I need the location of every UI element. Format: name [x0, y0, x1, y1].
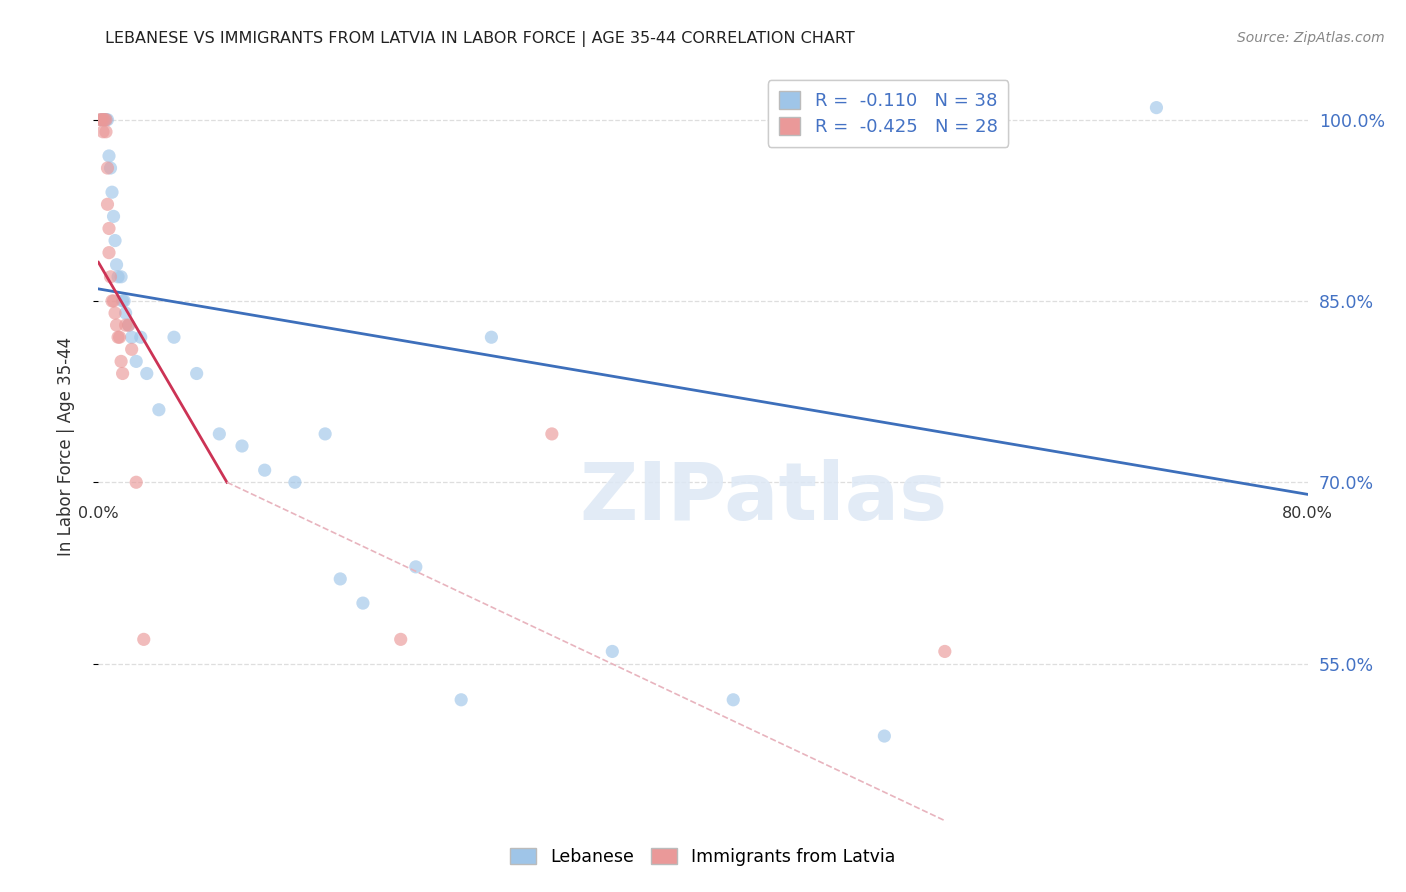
- Point: [112, 293, 135, 308]
- Point: [105, 318, 128, 333]
- Point: [125, 475, 148, 490]
- Point: [101, 293, 124, 308]
- Point: [135, 367, 157, 381]
- Text: ZIPatlas: ZIPatlas: [579, 459, 948, 538]
- Point: [148, 402, 170, 417]
- Point: [103, 210, 125, 224]
- Point: [96, 112, 118, 127]
- Point: [231, 439, 253, 453]
- Point: [114, 306, 136, 320]
- Point: [389, 632, 412, 647]
- Point: [107, 269, 129, 284]
- Point: [94, 112, 117, 127]
- Point: [107, 330, 129, 344]
- Point: [602, 644, 624, 658]
- Point: [98, 245, 121, 260]
- Point: [723, 693, 745, 707]
- Text: 80.0%: 80.0%: [1282, 506, 1333, 521]
- Point: [89, 112, 111, 127]
- Point: [94, 125, 117, 139]
- Legend: Lebanese, Immigrants from Latvia: Lebanese, Immigrants from Latvia: [502, 839, 904, 874]
- Point: [208, 426, 231, 441]
- Point: [94, 112, 117, 127]
- Point: [118, 318, 141, 333]
- Point: [118, 318, 141, 333]
- Point: [284, 475, 307, 490]
- Point: [110, 269, 132, 284]
- Point: [104, 234, 127, 248]
- Point: [91, 112, 114, 127]
- Point: [450, 693, 472, 707]
- Point: [104, 306, 127, 320]
- Point: [105, 258, 128, 272]
- Point: [1144, 101, 1167, 115]
- Point: [101, 185, 124, 199]
- Point: [129, 330, 152, 344]
- Point: [93, 112, 115, 127]
- Point: [314, 426, 336, 441]
- Point: [96, 197, 118, 211]
- Point: [100, 269, 122, 284]
- Point: [91, 125, 114, 139]
- Point: [163, 330, 186, 344]
- Point: [103, 293, 125, 308]
- Point: [540, 426, 562, 441]
- Point: [114, 318, 136, 333]
- Legend: R =  -0.110   N = 38, R =  -0.425   N = 28: R = -0.110 N = 38, R = -0.425 N = 28: [768, 80, 1008, 147]
- Point: [90, 112, 112, 127]
- Y-axis label: In Labor Force | Age 35-44: In Labor Force | Age 35-44: [56, 336, 75, 556]
- Point: [110, 354, 132, 368]
- Point: [96, 161, 118, 175]
- Point: [329, 572, 352, 586]
- Point: [405, 559, 427, 574]
- Point: [186, 367, 208, 381]
- Point: [93, 112, 115, 127]
- Point: [873, 729, 896, 743]
- Point: [91, 112, 114, 127]
- Point: [125, 354, 148, 368]
- Point: [481, 330, 503, 344]
- Point: [121, 330, 143, 344]
- Point: [98, 221, 121, 235]
- Point: [352, 596, 374, 610]
- Point: [98, 149, 121, 163]
- Point: [132, 632, 155, 647]
- Point: [121, 343, 143, 357]
- Point: [253, 463, 276, 477]
- Text: LEBANESE VS IMMIGRANTS FROM LATVIA IN LABOR FORCE | AGE 35-44 CORRELATION CHART: LEBANESE VS IMMIGRANTS FROM LATVIA IN LA…: [105, 31, 855, 47]
- Point: [108, 330, 131, 344]
- Text: 0.0%: 0.0%: [79, 506, 118, 521]
- Point: [100, 161, 122, 175]
- Point: [111, 293, 134, 308]
- Point: [934, 644, 956, 658]
- Point: [90, 112, 112, 127]
- Point: [111, 367, 134, 381]
- Text: Source: ZipAtlas.com: Source: ZipAtlas.com: [1237, 31, 1385, 45]
